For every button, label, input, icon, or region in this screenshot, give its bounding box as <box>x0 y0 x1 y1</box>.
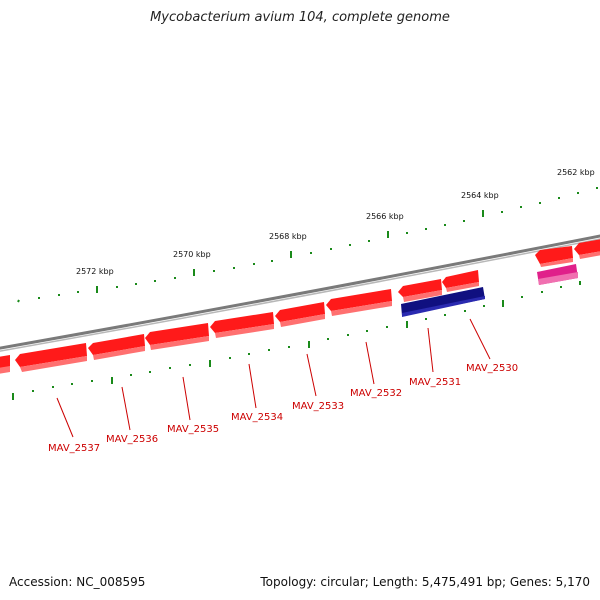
kbp-label: 2570 kbp <box>173 250 211 259</box>
feature-bar-navy <box>401 287 485 316</box>
gene-arrow <box>535 246 573 264</box>
label-leaders <box>56 318 491 438</box>
gene-arrow <box>275 302 325 322</box>
gene-arrow <box>210 312 274 333</box>
accession-text: Accession: NC_008595 <box>9 575 146 589</box>
gene-features <box>0 239 600 374</box>
gene-label: MAV_2531 <box>409 377 461 388</box>
gene-arrow-partial <box>574 239 600 255</box>
gene-label: MAV_2532 <box>350 388 402 399</box>
gene-label: MAV_2536 <box>106 434 158 445</box>
gene-label: MAV_2533 <box>292 401 344 412</box>
kbp-label: 2564 kbp <box>461 191 499 200</box>
inner-ruler <box>12 281 581 400</box>
scale-labels: 2562 kbp 2564 kbp 2566 kbp 2568 kbp 2570… <box>76 168 595 276</box>
gene-label: MAV_2534 <box>231 412 283 423</box>
gene-arrow <box>442 270 479 288</box>
outer-ruler <box>17 187 598 303</box>
kbp-label: 2568 kbp <box>269 232 307 241</box>
gene-labels: MAV_2537 MAV_2536 MAV_2535 MAV_2534 MAV_… <box>48 363 518 454</box>
genome-backbone <box>0 234 600 352</box>
gene-arrow-partial <box>0 355 10 369</box>
map-title: Mycobacterium avium 104, complete genome <box>150 10 450 25</box>
gene-arrow <box>15 343 87 367</box>
gene-arrow <box>398 279 442 297</box>
kbp-label: 2562 kbp <box>557 168 595 177</box>
gene-arrow <box>88 334 145 355</box>
kbp-label: 2572 kbp <box>76 267 114 276</box>
gene-label: MAV_2537 <box>48 443 100 454</box>
gene-arrow <box>326 289 392 311</box>
gene-label: MAV_2530 <box>466 363 518 374</box>
gene-label: MAV_2535 <box>167 424 219 435</box>
gene-arrow <box>145 323 209 345</box>
kbp-label: 2566 kbp <box>366 212 404 221</box>
other-features <box>401 264 578 317</box>
genome-summary-text: Topology: circular; Length: 5,475,491 bp… <box>260 575 590 589</box>
